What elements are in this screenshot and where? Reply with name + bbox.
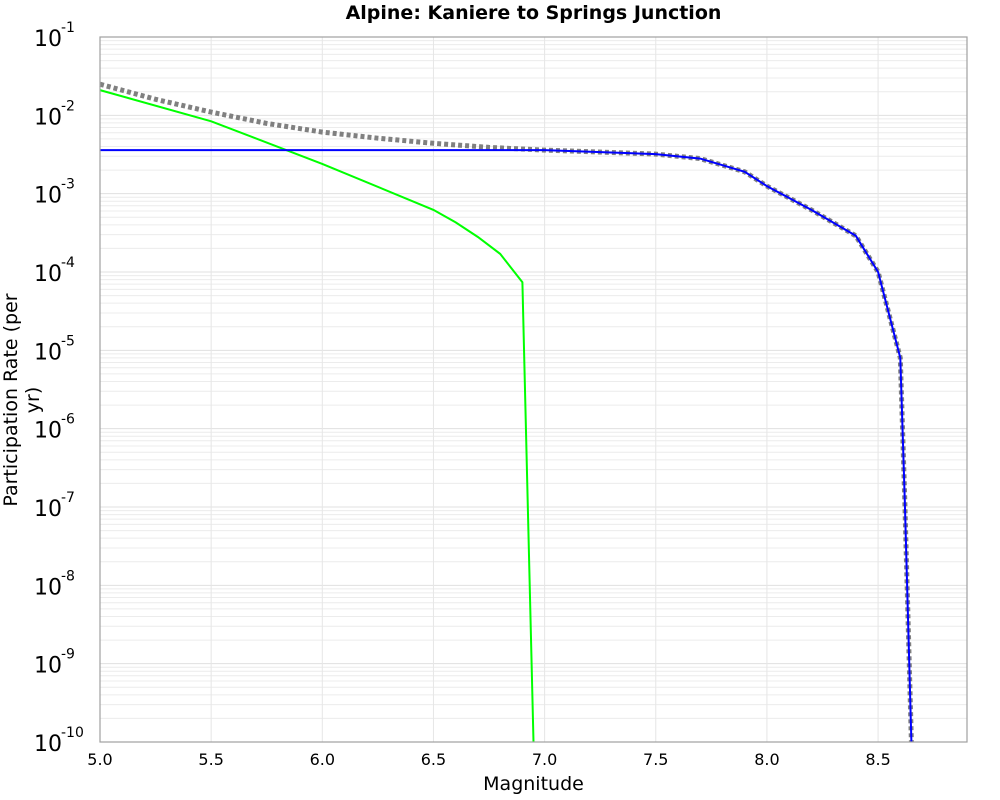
y-tick-exponent: -7 xyxy=(61,490,75,506)
series-line-0 xyxy=(99,81,914,743)
y-tick-label: 10 xyxy=(34,654,62,679)
y-tick-exponent: -4 xyxy=(61,255,75,271)
y-tick-exponent: -1 xyxy=(61,20,75,36)
y-tick-label: 10 xyxy=(34,340,62,365)
data-series xyxy=(99,81,914,743)
x-tick-label: 7.5 xyxy=(643,750,668,769)
y-tick-exponent: -3 xyxy=(61,177,75,193)
x-tick-label: 5.0 xyxy=(87,750,112,769)
y-tick-label: 10 xyxy=(34,419,62,444)
x-tick-label: 8.5 xyxy=(865,750,890,769)
y-tick-label: 10 xyxy=(34,184,62,209)
x-tick-label: 5.5 xyxy=(198,750,223,769)
x-axis-label: Magnitude xyxy=(483,773,584,795)
x-tick-label: 8.0 xyxy=(754,750,779,769)
y-tick-label: 10 xyxy=(34,497,62,522)
x-tick-label: 6.5 xyxy=(421,750,446,769)
y-tick-label: 10 xyxy=(34,732,62,757)
y-tick-label: 10 xyxy=(34,105,62,130)
y-tick-exponent: -9 xyxy=(61,647,75,663)
x-tick-label: 7.0 xyxy=(532,750,557,769)
series-line-2 xyxy=(99,89,535,743)
y-tick-exponent: -10 xyxy=(61,725,84,741)
y-tick-exponent: -5 xyxy=(61,333,75,349)
x-tick-labels: 5.0 5.5 6.0 6.5 7.0 7.5 8.0 8.5 xyxy=(87,750,891,769)
y-tick-labels: 10 -110 -210 -310 -410 -510 -610 -710 -810 -910 -1… xyxy=(34,20,84,757)
x-tick-label: 6.0 xyxy=(310,750,335,769)
y-tick-exponent: -8 xyxy=(61,568,75,584)
series-line-1 xyxy=(100,149,913,743)
y-tick-label: 10 xyxy=(34,262,62,287)
y-tick-label: 10 xyxy=(34,575,62,600)
y-tick-exponent: -6 xyxy=(61,412,75,428)
plot-frame xyxy=(99,36,968,743)
y-tick-label: 10 xyxy=(34,27,62,52)
y-tick-exponent: -2 xyxy=(61,98,75,114)
grid-lines xyxy=(99,37,967,743)
chart-title: Alpine: Kaniere to Springs Junction xyxy=(345,2,722,24)
